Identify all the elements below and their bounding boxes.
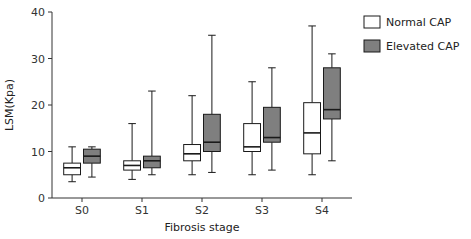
y-axis-label: LSM(Kpa) bbox=[3, 79, 16, 131]
box-series bbox=[84, 35, 341, 177]
median bbox=[324, 109, 341, 111]
box bbox=[144, 156, 161, 168]
median bbox=[204, 141, 221, 143]
whisker-low bbox=[88, 163, 96, 177]
x-tick bbox=[322, 198, 323, 202]
legend-label: Normal CAP bbox=[386, 16, 452, 29]
y-tick-label: 20 bbox=[31, 99, 45, 112]
whisker-low bbox=[248, 152, 256, 175]
y-axis: 0 10 20 30 40 LSM(Kpa) bbox=[3, 6, 52, 205]
page: {"chart_data": {"type": "box", "xlabel":… bbox=[0, 0, 471, 239]
x-tick-label: S2 bbox=[195, 204, 209, 217]
x-tick bbox=[202, 198, 203, 202]
whisker-high bbox=[128, 124, 136, 161]
whisker-high bbox=[248, 82, 256, 124]
whisker-low bbox=[208, 152, 216, 173]
x-tick-label: S3 bbox=[255, 204, 269, 217]
whisker-high bbox=[208, 35, 216, 114]
x-tick-label: S1 bbox=[135, 204, 149, 217]
median bbox=[84, 155, 101, 157]
box bbox=[304, 103, 321, 154]
median bbox=[304, 132, 321, 134]
x-tick bbox=[142, 198, 143, 202]
box bbox=[204, 114, 221, 151]
y-tick bbox=[48, 105, 52, 106]
x-tick-label: S4 bbox=[315, 204, 329, 217]
x-axis-label: Fibrosis stage bbox=[164, 221, 239, 234]
legend: Normal CAP Elevated CAP bbox=[364, 16, 460, 53]
y-tick bbox=[48, 151, 52, 152]
box bbox=[244, 124, 261, 152]
y-tick-label: 10 bbox=[31, 146, 45, 159]
x-tick-label: S0 bbox=[75, 204, 89, 217]
y-tick-label: 30 bbox=[31, 53, 45, 66]
legend-swatch bbox=[364, 16, 380, 28]
whisker-high bbox=[308, 26, 316, 103]
chart: 0 10 20 30 40 LSM(Kpa) S0 S1 S2 S3 S4 Fibrosis stag… bbox=[0, 0, 471, 239]
y-tick-label: 40 bbox=[31, 6, 45, 19]
whisker-high bbox=[328, 54, 336, 68]
boxes bbox=[64, 26, 341, 182]
y-tick bbox=[48, 58, 52, 59]
whisker-high bbox=[268, 68, 276, 108]
y-tick bbox=[48, 12, 52, 13]
median bbox=[144, 160, 161, 162]
median bbox=[64, 167, 81, 169]
box bbox=[184, 145, 201, 161]
box bbox=[84, 149, 101, 163]
x-tick bbox=[82, 198, 83, 202]
y-tick bbox=[48, 198, 52, 199]
whisker-low bbox=[148, 168, 156, 175]
x-tick bbox=[262, 198, 263, 202]
x-axis: S0 S1 S2 S3 S4 Fibrosis stage bbox=[52, 198, 352, 234]
y-tick-label: 0 bbox=[38, 192, 45, 205]
box-series bbox=[64, 26, 321, 182]
legend-label: Elevated CAP bbox=[386, 40, 460, 53]
box bbox=[324, 68, 341, 119]
median bbox=[184, 153, 201, 155]
box bbox=[264, 107, 281, 142]
whisker-low bbox=[308, 154, 316, 175]
whisker-high bbox=[148, 91, 156, 156]
median bbox=[264, 137, 281, 139]
median bbox=[124, 165, 141, 167]
median bbox=[244, 146, 261, 148]
whisker-low bbox=[268, 142, 276, 170]
whisker-low bbox=[188, 161, 196, 175]
whisker-high bbox=[68, 147, 76, 163]
whisker-low bbox=[128, 170, 136, 179]
whisker-low bbox=[328, 119, 336, 161]
box bbox=[124, 161, 141, 170]
legend-swatch bbox=[364, 40, 380, 52]
whisker-high bbox=[188, 96, 196, 145]
whisker-low bbox=[68, 175, 76, 182]
box bbox=[64, 163, 81, 175]
